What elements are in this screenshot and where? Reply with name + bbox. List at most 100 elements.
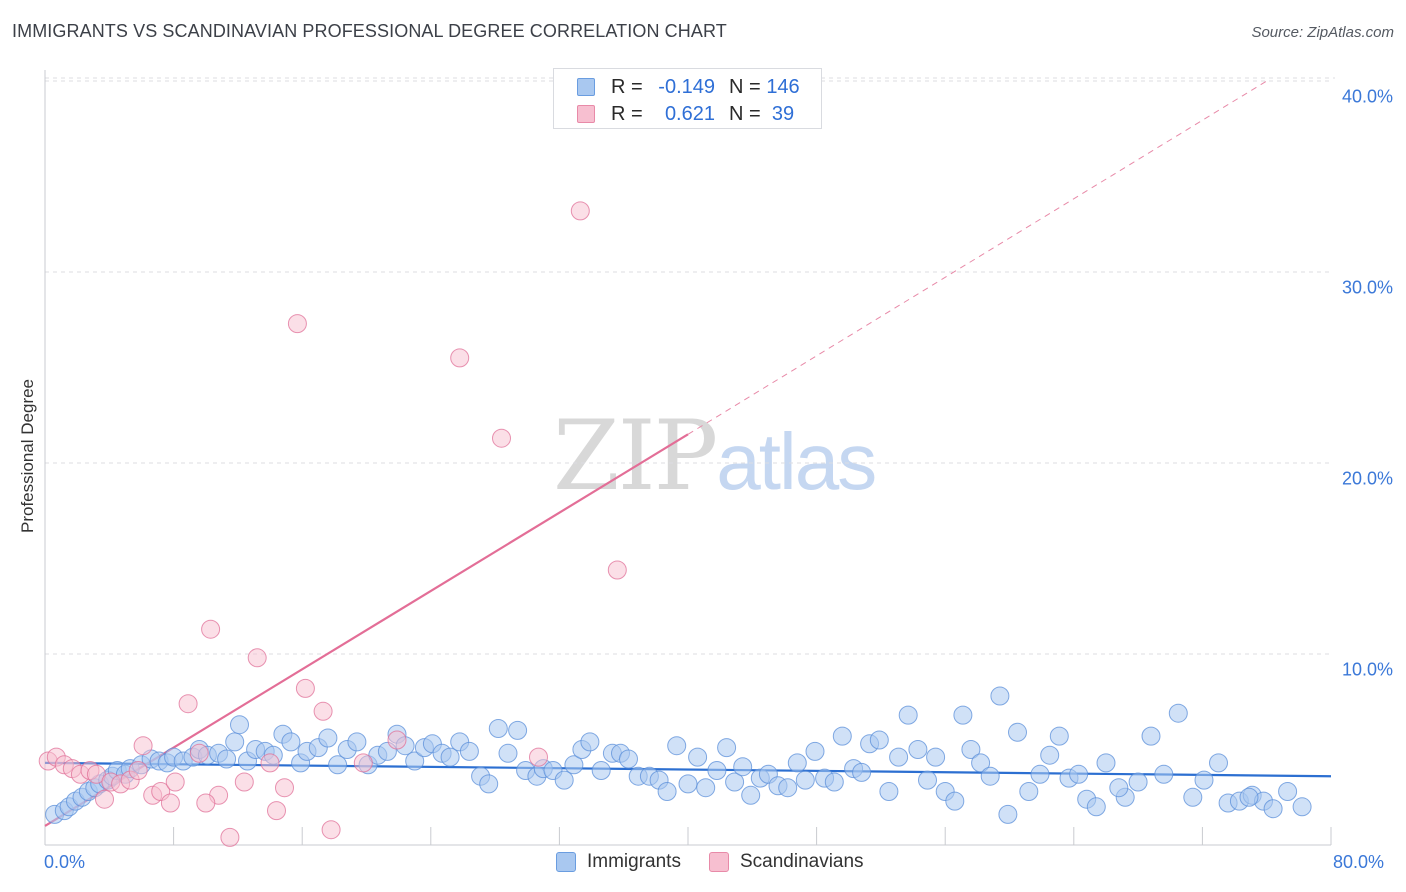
data-points xyxy=(38,201,1312,847)
immigrants-point xyxy=(498,743,518,763)
scandinavians-point xyxy=(133,736,153,756)
legend-item-immigrants[interactable]: Immigrants xyxy=(556,851,681,873)
x-tick-label: 80.0% xyxy=(1333,852,1385,872)
scandinavians-point xyxy=(529,747,548,767)
immigrants-point xyxy=(230,715,249,735)
gridlines xyxy=(45,77,1335,655)
scandinavians-point xyxy=(287,314,307,334)
scandinavians-point xyxy=(353,753,373,773)
immigrants-point xyxy=(961,740,981,759)
immigrants-point xyxy=(741,785,761,805)
scandinavians-point xyxy=(128,761,148,780)
immigrants-point xyxy=(980,766,1000,786)
immigrants-point xyxy=(564,755,584,775)
immigrants-point xyxy=(879,782,899,801)
immigrants-point xyxy=(619,749,638,769)
legend-swatch xyxy=(556,852,576,872)
immigrants-point xyxy=(1292,797,1312,817)
immigrants-point xyxy=(657,782,677,801)
immigrants-point xyxy=(688,747,708,767)
immigrants-point xyxy=(328,755,348,775)
scandinavians-point xyxy=(178,694,198,714)
immigrants-point xyxy=(479,774,499,794)
immigrants-point xyxy=(945,791,965,811)
immigrants-point xyxy=(953,705,973,725)
scandinavians-point xyxy=(275,778,294,798)
immigrants-point xyxy=(1049,726,1069,746)
immigrants-point xyxy=(488,719,508,738)
watermark: ZIPatlas xyxy=(553,400,877,512)
legend-item-label: Immigrants xyxy=(587,851,681,872)
watermark-atlas: atlas xyxy=(716,417,877,506)
immigrants-point xyxy=(898,705,918,725)
immigrants-point xyxy=(1109,778,1129,798)
scandinavians-point xyxy=(189,743,209,763)
immigrants-point xyxy=(707,761,727,780)
immigrants-point xyxy=(908,740,928,759)
scandinavians-point xyxy=(247,648,267,668)
y-tick-label: 40.0% xyxy=(1341,86,1393,107)
immigrants-point xyxy=(667,736,687,756)
immigrants-point xyxy=(1128,772,1148,792)
immigrants-point xyxy=(554,770,574,790)
scandinavians-point xyxy=(160,793,180,813)
immigrants-point xyxy=(1263,799,1283,819)
immigrants-point xyxy=(990,686,1010,706)
immigrants-point xyxy=(805,741,825,761)
legend-n-label: N = xyxy=(729,102,761,125)
immigrants-point xyxy=(405,751,425,771)
immigrants-point xyxy=(347,732,367,752)
chart-title: IMMIGRANTS VS SCANDINAVIAN PROFESSIONAL … xyxy=(12,21,727,41)
immigrants-point xyxy=(1030,764,1050,784)
legend-n-label: N = xyxy=(729,75,761,98)
immigrants-point xyxy=(1278,782,1298,801)
immigrants-point xyxy=(580,732,600,752)
immigrants-point xyxy=(725,772,745,792)
immigrants-trend-line xyxy=(44,761,1332,778)
immigrants-point xyxy=(281,732,301,752)
immigrants-point xyxy=(1239,787,1259,807)
immigrants-point xyxy=(795,770,815,790)
scandinavians-point xyxy=(450,348,470,368)
scandinavians-point xyxy=(313,701,333,721)
scandinavians-point xyxy=(387,730,407,750)
series-legend: Immigrants Scandinavians xyxy=(556,851,892,873)
immigrants-point xyxy=(889,747,909,767)
immigrants-point xyxy=(1040,745,1060,765)
legend-item-label: Scandinavians xyxy=(739,851,864,872)
legend-swatch xyxy=(577,78,595,96)
immigrants-point xyxy=(225,732,245,752)
immigrants-point xyxy=(918,770,937,790)
scandinavians-point xyxy=(321,820,341,840)
immigrants-point xyxy=(1008,722,1027,742)
correlation-legend: R = -0.149 N = 146 R = 0.621 N = 39 xyxy=(553,68,822,129)
scandinavians-point xyxy=(165,772,185,792)
immigrants-point xyxy=(971,753,991,773)
scandinavians-point xyxy=(196,793,216,813)
immigrants-point xyxy=(852,762,872,782)
axes xyxy=(44,70,1332,846)
legend-r-label: R = xyxy=(611,75,643,98)
immigrants-point xyxy=(1096,753,1116,773)
y-tick-label: 10.0% xyxy=(1341,659,1393,680)
immigrants-point xyxy=(1141,726,1161,746)
legend-n-value: 39 xyxy=(771,102,795,125)
immigrants-point xyxy=(1019,782,1039,801)
immigrants-point xyxy=(1154,764,1174,784)
legend-row-immigrants: R = -0.149 N = 146 xyxy=(577,75,803,99)
scandinavians-point xyxy=(295,678,315,698)
immigrants-point xyxy=(696,778,716,798)
scandinavians-point xyxy=(267,801,286,821)
trend-lines xyxy=(44,80,1332,827)
immigrants-point xyxy=(217,749,237,769)
scandinavians-point xyxy=(95,789,114,809)
immigrants-point xyxy=(459,741,479,761)
immigrants-point xyxy=(998,804,1018,824)
legend-row-scandinavians: R = 0.621 N = 39 xyxy=(577,102,803,126)
legend-swatch xyxy=(577,105,595,123)
scandinavians-point xyxy=(234,772,254,792)
legend-item-scandinavians[interactable]: Scandinavians xyxy=(708,851,864,873)
legend-r-label: R = xyxy=(611,102,643,125)
immigrants-point xyxy=(440,747,460,767)
